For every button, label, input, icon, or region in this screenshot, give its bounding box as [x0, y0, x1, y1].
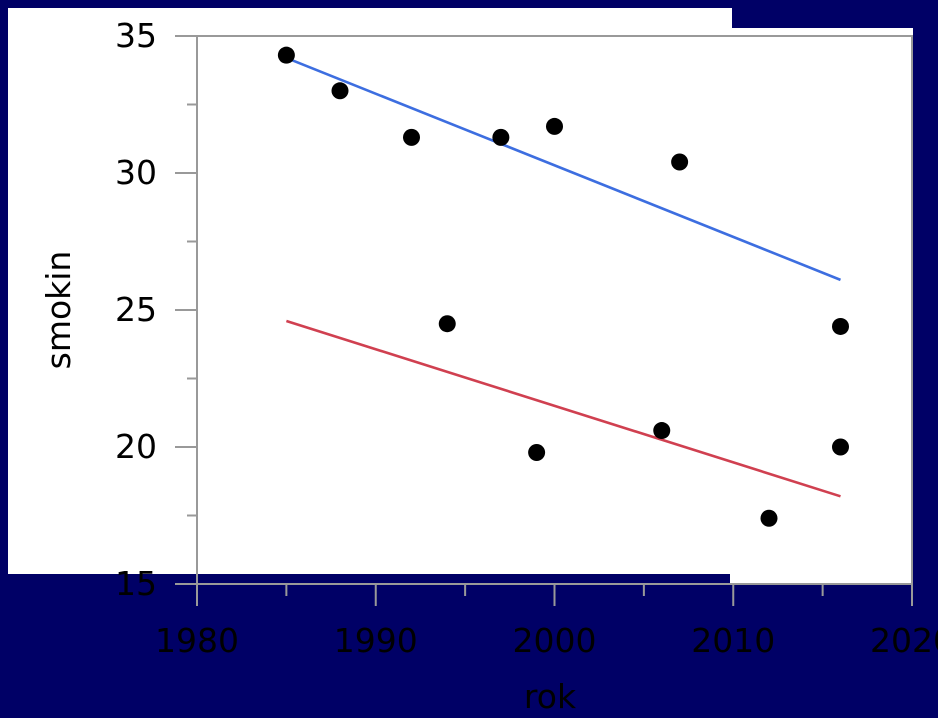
data-point [277, 46, 295, 64]
plot-area-right [730, 28, 913, 584]
y-tick-label: 25 [115, 290, 157, 329]
y-tick-label: 30 [115, 153, 157, 192]
data-point [671, 153, 689, 171]
data-point [528, 443, 546, 461]
x-tick-label: 2000 [513, 621, 597, 660]
data-point [832, 317, 849, 335]
x-axis-title: rok [524, 677, 577, 716]
data-point [832, 438, 849, 456]
y-tick-label: 35 [115, 16, 157, 55]
data-point [760, 509, 778, 527]
trend-line-2 [285, 319, 841, 498]
data-point [492, 128, 510, 146]
trend-line-1 [285, 56, 841, 282]
y-axis-title: smokin [39, 251, 78, 370]
data-point [546, 117, 563, 135]
y-tick-label: 15 [115, 564, 157, 603]
data-point [438, 315, 456, 333]
white-panel [8, 8, 732, 574]
axes: 15 20 25 30 35 1980 1990 2000 2010 2020 [115, 16, 938, 660]
y-tick-label: 20 [115, 427, 157, 466]
trend-lines [285, 56, 841, 498]
data-point [403, 128, 420, 146]
data-points [277, 46, 849, 527]
data-point [331, 82, 349, 100]
x-tick-label: 1980 [155, 621, 239, 660]
x-tick-label: 2010 [691, 621, 775, 660]
x-tick-label: 1990 [334, 621, 418, 660]
data-point [653, 422, 671, 440]
x-tick-label: 2020 [870, 621, 938, 660]
